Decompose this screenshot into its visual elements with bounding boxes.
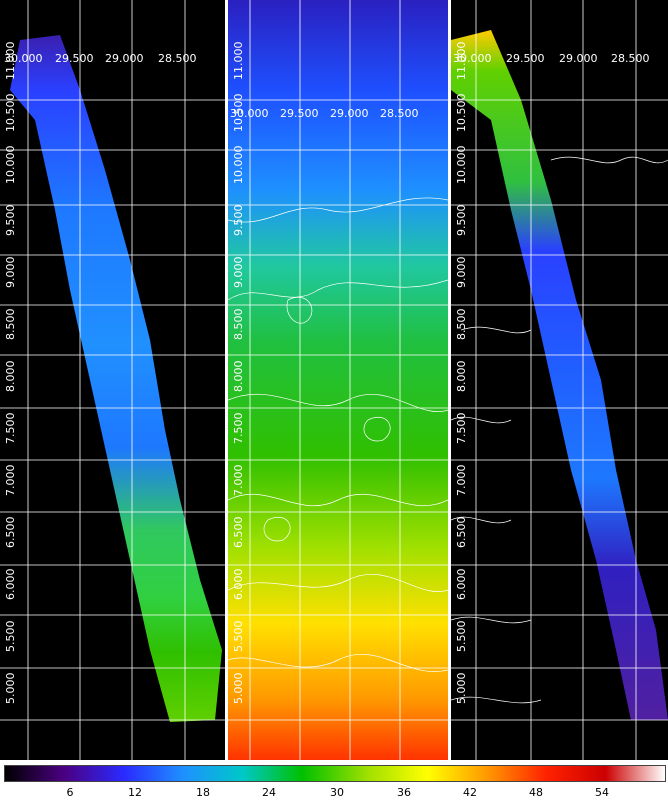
colorbar-tick-label: 24	[262, 786, 276, 799]
dec-label: 7.500	[455, 413, 468, 445]
right-contours	[451, 156, 668, 704]
dec-label: 9.000	[455, 257, 468, 289]
ra-label: 28.500	[380, 107, 419, 120]
colorbar-tick-label: 36	[397, 786, 411, 799]
dec-label: 7.000	[4, 465, 17, 497]
dec-label: 8.500	[232, 309, 245, 341]
dec-label: 10.500	[455, 94, 468, 133]
middle-separator	[448, 0, 451, 760]
colorbar-tick-label: 42	[463, 786, 477, 799]
dec-label: 7.500	[4, 413, 17, 445]
middle-map-panel[interactable]: 30.000 29.500 29.000 28.500 11.000 10.500 10.0…	[228, 0, 448, 760]
left-labels: 30.000 29.500 29.000 28.500 11.000 10.500 10.0…	[4, 42, 197, 705]
ra-label: 29.500	[280, 107, 319, 120]
middle-grid	[228, 0, 448, 760]
dec-label: 9.500	[455, 205, 468, 237]
dec-label: 8.500	[455, 309, 468, 341]
right-map-svg: 30.000 29.500 29.000 28.500 11.000 10.500 10.0…	[451, 0, 668, 760]
right-stripe	[451, 30, 668, 720]
dec-label: 7.000	[232, 465, 245, 497]
dec-label: 5.500	[232, 621, 245, 653]
dec-label: 11.000	[232, 42, 245, 81]
dec-label: 10.500	[4, 94, 17, 133]
ra-label: 28.500	[611, 52, 650, 65]
right-labels: 30.000 29.500 29.000 28.500 11.000 10.500 10.0…	[453, 42, 650, 705]
colorbar	[4, 765, 666, 782]
left-map-svg: 30.000 29.500 29.000 28.500 11.000 10.500 10.0…	[0, 0, 225, 760]
middle-labels: 30.000 29.500 29.000 28.500 11.000 10.500 10.0…	[230, 42, 419, 705]
dec-label: 10.000	[232, 146, 245, 185]
ra-label: 29.000	[330, 107, 369, 120]
dec-label: 8.000	[455, 361, 468, 393]
dec-label: 6.000	[4, 569, 17, 601]
dec-label: 9.500	[4, 205, 17, 237]
dec-label: 5.000	[4, 673, 17, 705]
dec-label: 8.500	[4, 309, 17, 341]
dec-label: 6.500	[232, 517, 245, 549]
dec-label: 6.500	[4, 517, 17, 549]
dec-label: 11.000	[4, 42, 17, 81]
colorbar-tick-label: 12	[128, 786, 142, 799]
colorbar-tick-label: 54	[595, 786, 609, 799]
dec-label: 8.000	[4, 361, 17, 393]
dec-label: 8.000	[232, 361, 245, 393]
dec-label: 6.000	[232, 569, 245, 601]
middle-map-svg: 30.000 29.500 29.000 28.500 11.000 10.500 10.0…	[228, 0, 448, 760]
ra-label: 29.500	[506, 52, 545, 65]
dec-label: 5.000	[232, 673, 245, 705]
colorbar-tick-label: 18	[196, 786, 210, 799]
middle-map-image	[228, 0, 448, 760]
left-map-panel[interactable]: 30.000 29.500 29.000 28.500 11.000 10.500 10.0…	[0, 0, 225, 760]
colorbar-tick-label: 48	[529, 786, 543, 799]
dec-label: 10.000	[4, 146, 17, 185]
ra-label: 29.500	[55, 52, 94, 65]
ra-label: 30.000	[453, 52, 492, 65]
dec-label: 5.500	[455, 621, 468, 653]
left-stripe	[10, 35, 222, 722]
dec-label: 9.500	[232, 205, 245, 237]
dec-label: 7.500	[232, 413, 245, 445]
dec-label: 7.000	[455, 465, 468, 497]
right-map-panel[interactable]: 30.000 29.500 29.000 28.500 11.000 10.500 10.0…	[451, 0, 668, 760]
ra-label: 28.500	[158, 52, 197, 65]
dec-label: 10.500	[232, 94, 245, 133]
dec-label: 5.500	[4, 621, 17, 653]
left-grid	[0, 0, 225, 760]
dec-label: 6.000	[455, 569, 468, 601]
colorbar-tick-label: 30	[330, 786, 344, 799]
dec-label: 10.000	[455, 146, 468, 185]
right-grid	[451, 0, 668, 760]
ra-label: 29.000	[559, 52, 598, 65]
ra-label: 30.000	[4, 52, 43, 65]
left-separator	[225, 0, 228, 760]
dec-label: 11.000	[455, 42, 468, 81]
colorbar-ticks: 6 12 18 24 30 36 42 48 54	[0, 786, 668, 806]
ra-label: 29.000	[105, 52, 144, 65]
dec-label: 5.000	[455, 673, 468, 705]
dec-label: 6.500	[455, 517, 468, 549]
dec-label: 9.000	[4, 257, 17, 289]
colorbar-tick-label: 6	[66, 786, 74, 799]
ra-label: 30.000	[230, 107, 269, 120]
dec-label: 9.000	[232, 257, 245, 289]
